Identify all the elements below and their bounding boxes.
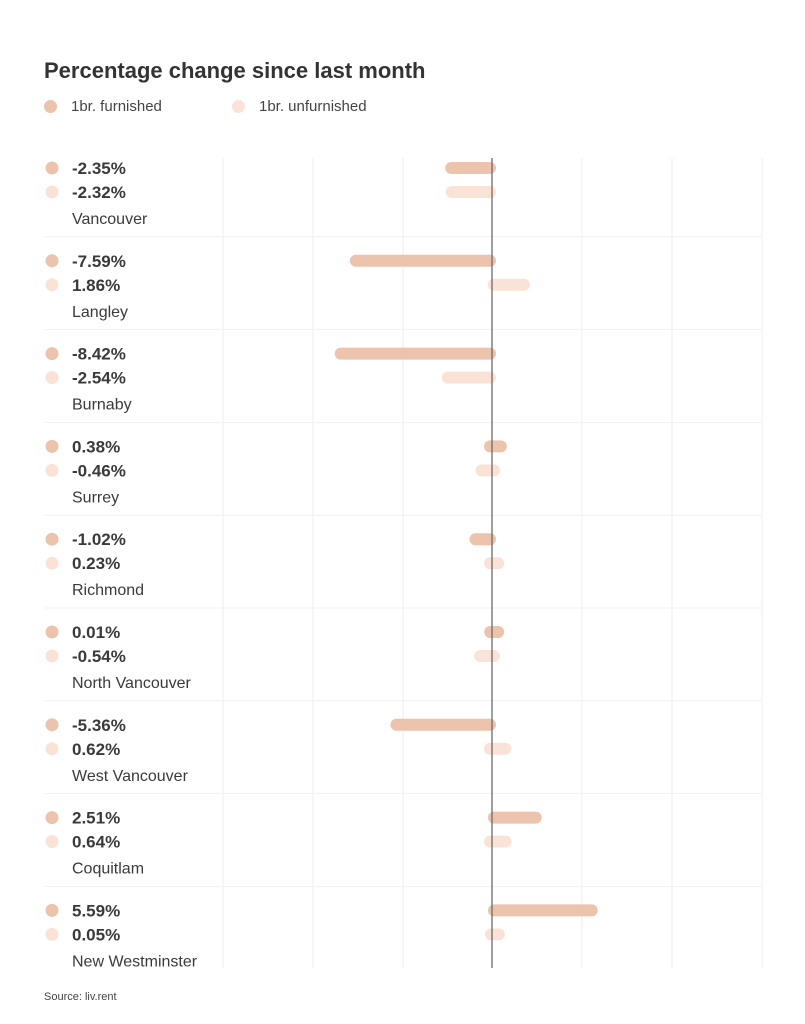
unfurnished-dot-2 — [45, 371, 59, 385]
furnished-value-label-1: -7.59% — [72, 252, 126, 271]
unfurnished-bar-6 — [484, 742, 512, 755]
furnished-value-label-7: 2.51% — [72, 809, 120, 828]
unfurnished-value-label-4: 0.23% — [72, 554, 120, 573]
furnished-bar-1 — [349, 254, 496, 267]
unfurnished-dot-1 — [45, 278, 59, 292]
furnished-value-label-4: -1.02% — [72, 530, 126, 549]
legend-item-unfurnished: 1br. unfurnished — [232, 98, 367, 115]
furnished-value-label-3: 0.38% — [72, 437, 120, 456]
unfurnished-bar-0 — [445, 186, 496, 198]
legend-label-furnished: 1br. furnished — [71, 98, 162, 115]
category-label-7: Coquitlam — [72, 861, 144, 878]
furnished-value-label-8: 5.59% — [72, 901, 120, 920]
furnished-dot-3 — [45, 439, 59, 453]
source-note: Source: liv.rent — [44, 991, 117, 1003]
furnished-bar-2 — [334, 347, 496, 360]
furnished-dot-4 — [45, 532, 59, 546]
unfurnished-dot-6 — [45, 742, 59, 756]
furnished-bar-7 — [488, 811, 542, 824]
category-label-4: Richmond — [72, 582, 144, 599]
unfurnished-value-label-5: -0.54% — [72, 647, 126, 666]
furnished-bar-3 — [484, 440, 507, 453]
unfurnished-value-label-7: 0.64% — [72, 833, 120, 852]
unfurnished-dot-3 — [45, 463, 59, 477]
furnished-dot-6 — [45, 718, 59, 732]
unfurnished-dot-7 — [45, 835, 59, 849]
unfurnished-dot-0 — [45, 185, 59, 199]
legend-swatch-furnished — [44, 100, 57, 113]
furnished-bar-0 — [445, 162, 496, 174]
unfurnished-value-label-6: 0.62% — [72, 740, 120, 759]
category-label-3: Surrey — [72, 489, 119, 506]
category-label-0: Vancouver — [72, 211, 148, 228]
unfurnished-value-label-3: -0.46% — [72, 461, 126, 480]
furnished-value-label-0: -2.35% — [72, 159, 126, 178]
category-label-8: New Westminster — [72, 953, 198, 970]
furnished-bar-6 — [390, 718, 496, 731]
legend-label-unfurnished: 1br. unfurnished — [259, 98, 367, 115]
unfurnished-value-label-0: -2.32% — [72, 183, 126, 202]
furnished-value-label-5: 0.01% — [72, 623, 120, 642]
unfurnished-value-label-2: -2.54% — [72, 369, 126, 388]
unfurnished-value-label-1: 1.86% — [72, 276, 120, 295]
category-label-5: North Vancouver — [72, 675, 192, 692]
furnished-value-label-2: -8.42% — [72, 345, 126, 364]
furnished-dot-1 — [45, 254, 59, 268]
unfurnished-bar-1 — [488, 278, 530, 291]
furnished-bar-5 — [484, 626, 505, 638]
category-label-2: Burnaby — [72, 397, 132, 414]
legend-item-furnished: 1br. furnished — [44, 98, 162, 115]
furnished-bar-4 — [469, 533, 496, 546]
unfurnished-value-label-8: 0.05% — [72, 925, 120, 944]
furnished-dot-7 — [45, 811, 59, 825]
unfurnished-dot-4 — [45, 556, 59, 570]
furnished-dot-0 — [45, 161, 59, 175]
unfurnished-bar-4 — [484, 557, 505, 570]
unfurnished-dot-5 — [45, 649, 59, 663]
furnished-dot-8 — [45, 903, 59, 917]
unfurnished-bar-3 — [475, 464, 500, 477]
category-label-1: Langley — [72, 304, 128, 321]
category-label-6: West Vancouver — [72, 768, 189, 785]
unfurnished-bar-7 — [484, 835, 512, 848]
furnished-bar-8 — [488, 904, 598, 917]
unfurnished-bar-5 — [474, 650, 500, 662]
unfurnished-bar-8 — [484, 928, 505, 941]
furnished-value-label-6: -5.36% — [72, 716, 126, 735]
chart-title: Percentage change since last month — [44, 58, 426, 83]
unfurnished-bar-2 — [441, 371, 496, 384]
legend-swatch-unfurnished — [232, 100, 245, 113]
furnished-dot-2 — [45, 347, 59, 361]
unfurnished-dot-8 — [45, 927, 59, 941]
furnished-dot-5 — [45, 625, 59, 639]
